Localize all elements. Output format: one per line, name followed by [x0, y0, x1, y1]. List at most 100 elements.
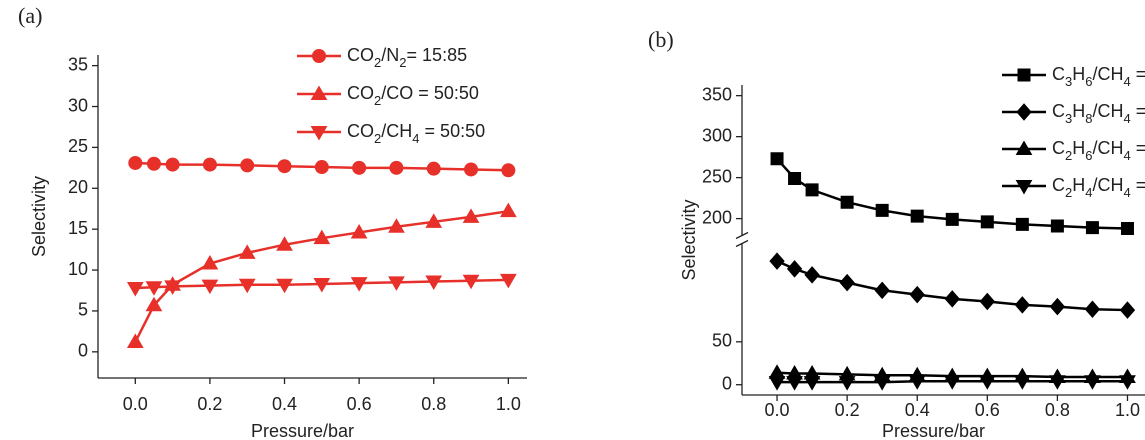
data-point [945, 212, 959, 226]
x-tick-label: 0.0 [765, 400, 790, 420]
legend-marker [310, 126, 328, 141]
data-point [350, 223, 368, 239]
x-tick-label: 0.8 [1045, 400, 1070, 420]
data-point [874, 281, 890, 300]
data-point [201, 279, 219, 295]
data-point [425, 275, 443, 291]
legend-label: C2H6/CH4 = 50:50 [1052, 138, 1145, 163]
data-point [908, 375, 926, 390]
axis-break [735, 239, 749, 248]
data-point [313, 229, 331, 245]
x-axis-label: Pressure/bar [251, 421, 354, 440]
x-tick-label: 0.8 [421, 394, 446, 414]
y-tick-label: 50 [712, 331, 732, 351]
data-point [462, 274, 480, 290]
y-tick-label: 30 [68, 95, 88, 115]
legend-marker [312, 49, 326, 63]
y-tick-label: 35 [68, 54, 88, 74]
y-tick-label: 250 [702, 166, 732, 186]
data-point [352, 160, 367, 175]
data-point [788, 171, 802, 185]
data-point [978, 375, 996, 390]
data-point [768, 376, 786, 391]
data-point [464, 162, 479, 177]
data-point [388, 276, 405, 291]
y-axis-label: Selectivity [679, 199, 699, 280]
legend-label: C3H6/CH4 = 50:50 [1052, 64, 1145, 89]
y-tick-label: 200 [702, 207, 732, 227]
data-point [276, 236, 293, 251]
axis-break [735, 231, 749, 240]
data-point [499, 202, 517, 218]
data-point [1119, 375, 1136, 390]
data-point [1050, 219, 1064, 233]
data-point [1085, 221, 1099, 235]
data-point [943, 375, 961, 390]
panel-label: (a) [18, 3, 42, 28]
data-point [238, 278, 256, 294]
data-point [314, 160, 329, 175]
legend-marker [1016, 103, 1032, 121]
data-point [426, 161, 441, 176]
data-point [1084, 375, 1101, 390]
y-tick-label: 0 [78, 341, 88, 361]
data-point [145, 281, 163, 296]
data-point [425, 213, 443, 228]
data-point [277, 159, 292, 174]
panel-label: (b) [648, 27, 674, 52]
x-tick-label: 0.2 [835, 400, 860, 420]
data-point [1013, 375, 1031, 390]
data-point [313, 277, 331, 293]
y-tick-label: 15 [68, 218, 88, 238]
data-point [769, 252, 785, 270]
x-tick-label: 0.2 [197, 394, 222, 414]
legend-marker [1015, 140, 1033, 155]
data-point [164, 280, 181, 295]
data-point [875, 203, 889, 217]
data-point [786, 260, 803, 278]
legend-label: CO2/CH4 = 50:50 [347, 121, 485, 146]
y-tick-label: 10 [68, 259, 88, 279]
data-point [786, 376, 803, 391]
data-point [126, 333, 144, 349]
data-point [238, 244, 256, 259]
data-point [804, 266, 820, 284]
legend-marker [310, 85, 328, 100]
data-point [128, 155, 143, 170]
data-point [910, 209, 924, 223]
data-point [501, 163, 516, 178]
data-point [1015, 217, 1029, 231]
data-point [146, 156, 161, 171]
legend-label: C3H8/CH4 = 50:50 [1052, 101, 1145, 126]
y-tick-label: 5 [78, 300, 88, 320]
x-tick-label: 0.6 [975, 400, 1000, 420]
data-point [873, 376, 891, 391]
data-point [803, 376, 821, 391]
data-point [126, 282, 144, 297]
data-point [980, 215, 994, 229]
data-point [805, 183, 819, 197]
data-point [1120, 221, 1134, 235]
data-point [240, 158, 255, 173]
data-point [770, 152, 784, 166]
y-tick-label: 300 [702, 125, 732, 145]
data-point [202, 157, 217, 172]
y-tick-label: 20 [68, 177, 88, 197]
y-tick-label: 350 [702, 84, 732, 104]
y-tick-label: 0 [722, 373, 732, 393]
legend-marker [1015, 180, 1033, 195]
data-point [276, 278, 293, 294]
data-point [840, 195, 854, 209]
legend-label: CO2/CO = 50:50 [347, 83, 479, 108]
legend-marker [1017, 68, 1031, 82]
data-point [165, 157, 180, 172]
data-point [1049, 375, 1066, 390]
y-axis-label: Selectivity [29, 176, 49, 257]
data-point [499, 273, 517, 289]
x-tick-label: 0.0 [123, 394, 148, 414]
y-tick-label: 25 [68, 136, 88, 156]
legend-label: C2H4/CH4 = 50:50 [1052, 175, 1145, 200]
data-point [979, 292, 995, 311]
data-point [944, 290, 960, 308]
